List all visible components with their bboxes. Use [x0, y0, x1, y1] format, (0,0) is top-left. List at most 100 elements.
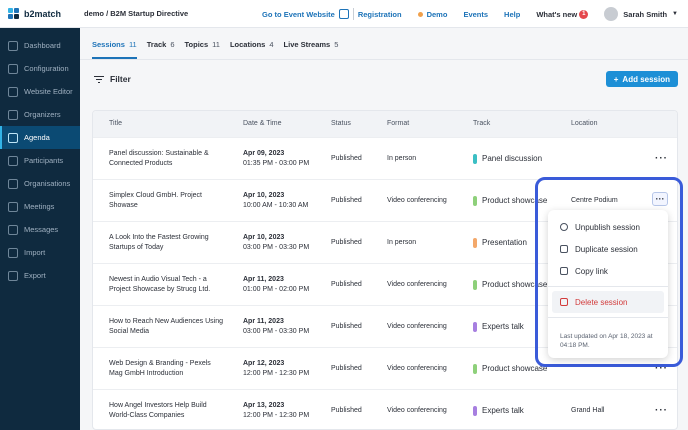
session-title[interactable]: Simplex Cloud GmbH. Project Showase — [109, 192, 202, 209]
session-date: Apr 10, 2023 — [243, 192, 285, 199]
tab-label: Track — [146, 40, 167, 49]
sidebar-item-messages[interactable]: Messages — [0, 218, 80, 241]
tab-locations[interactable]: Locations 4 — [230, 40, 274, 59]
table-row[interactable]: How to Reach New Audiences Using Social … — [93, 305, 677, 348]
menu-item-label: Copy link — [575, 266, 608, 276]
menu-item-unpublish[interactable]: Unpublish session — [548, 216, 668, 238]
sidebar-item-participants[interactable]: Participants — [0, 149, 80, 172]
session-title[interactable]: Web Design & Branding - Pexels Mag GmbH … — [109, 360, 211, 377]
org-breadcrumb[interactable]: demo / B2M Startup Directive — [84, 9, 189, 18]
menu-divider — [548, 286, 668, 287]
tab-sessions[interactable]: Sessions 11 — [92, 40, 137, 59]
question-circle-icon — [560, 223, 568, 231]
track-label: Product showcase — [482, 196, 548, 205]
table-row[interactable]: Simplex Cloud GmbH. Project Showase Apr … — [93, 179, 677, 221]
more-options-icon[interactable]: ··· — [655, 153, 668, 164]
sidebar-item-organisations[interactable]: Organisations — [0, 172, 80, 195]
table-row[interactable]: A Look Into the Fastest Growing Startups… — [93, 221, 677, 263]
header-status[interactable]: Status — [331, 120, 351, 127]
more-options-icon[interactable]: ··· — [652, 192, 668, 206]
session-status: Published — [331, 323, 362, 330]
session-status: Published — [331, 197, 362, 204]
session-format: In person — [387, 155, 417, 162]
demo-status[interactable]: Demo — [417, 10, 447, 19]
sidebar-item-organizers[interactable]: Organizers — [0, 103, 80, 126]
header-track[interactable]: Track — [473, 120, 491, 127]
session-status: Published — [331, 281, 362, 288]
session-datetime: Apr 09, 2023 01:35 PM - 03:00 PM — [243, 138, 323, 180]
session-time: 01:00 PM - 02:00 PM — [243, 286, 310, 293]
events-link[interactable]: Events — [463, 9, 489, 19]
session-format: Video conferencing — [387, 365, 447, 372]
settings-icon — [8, 63, 18, 74]
sidebar-item-website-editor[interactable]: Website Editor — [0, 80, 80, 103]
add-session-button[interactable]: + Add session — [605, 71, 678, 87]
sidebar-item-import[interactable]: Import — [0, 241, 80, 264]
track-label: Experts talk — [482, 406, 524, 415]
whats-new-label: What's new — [536, 9, 578, 19]
menu-item-label: Unpublish session — [575, 222, 640, 232]
session-title[interactable]: A Look Into the Fastest Growing Startups… — [109, 234, 209, 251]
filter-button[interactable]: Filter — [94, 74, 131, 84]
track-label: Presentation — [482, 238, 527, 247]
menu-item-copy-link[interactable]: Copy link — [548, 260, 668, 282]
whats-new-badge: 1 — [579, 9, 589, 19]
session-title[interactable]: Panel discussion: Sustainable & Connecte… — [109, 150, 209, 167]
table-row[interactable]: Newest in Audio Visual Tech - a Project … — [93, 263, 677, 306]
whats-new-button[interactable]: What's new 1 — [536, 9, 589, 19]
session-date: Apr 11, 2023 — [243, 276, 284, 283]
tab-track[interactable]: Track 6 — [147, 40, 175, 59]
help-link[interactable]: Help — [504, 9, 521, 19]
menu-item-duplicate[interactable]: Duplicate session — [548, 238, 668, 260]
sidebar-item-export[interactable]: Export — [0, 264, 80, 287]
top-nav: Go to Event Website Registration Demo Ev… — [262, 0, 678, 28]
sidebar-item-meetings[interactable]: Meetings — [0, 195, 80, 218]
track-color-dot — [473, 154, 477, 164]
calendar-icon — [8, 132, 18, 143]
document-icon — [560, 267, 568, 275]
tab-label: Live Streams — [283, 40, 331, 49]
session-time: 03:00 PM - 03:30 PM — [243, 244, 310, 251]
menu-item-delete[interactable]: Delete session — [552, 291, 664, 313]
track-color-dot — [473, 406, 477, 416]
registration-link[interactable]: Registration — [357, 9, 402, 19]
track-color-dot — [473, 280, 477, 290]
session-track: Experts talk — [473, 390, 524, 429]
session-datetime: Apr 11, 2023 01:00 PM - 02:00 PM — [243, 264, 323, 306]
header-format[interactable]: Format — [387, 120, 410, 127]
session-status: Published — [331, 407, 362, 414]
header-date-time[interactable]: Date & Time — [243, 120, 282, 127]
session-title[interactable]: Newest in Audio Visual Tech - a Project … — [109, 276, 211, 293]
go-to-event-link[interactable]: Go to Event Website — [262, 9, 335, 19]
sidebar-item-label: Participants — [24, 156, 64, 165]
session-datetime: Apr 11, 2023 03:00 PM - 03:30 PM — [243, 306, 323, 348]
table-row[interactable]: How Angel Investors Help Build World-Cla… — [93, 389, 677, 429]
table-row[interactable]: Panel discussion: Sustainable & Connecte… — [93, 137, 677, 180]
header-location[interactable]: Location — [571, 120, 598, 127]
menu-item-label: Delete session — [575, 297, 628, 307]
more-options-icon[interactable]: ··· — [655, 405, 668, 416]
session-time: 12:00 PM - 12:30 PM — [243, 412, 310, 419]
tab-count: 6 — [170, 40, 175, 49]
table-header: Title Date & Time Status Format Track Lo… — [93, 111, 677, 137]
sidebar-item-label: Meetings — [24, 202, 55, 211]
tab-topics[interactable]: Topics 11 — [185, 40, 220, 59]
external-link-icon — [338, 9, 349, 19]
highlight-annotation — [535, 177, 683, 367]
more-options-icon[interactable]: ··· — [655, 363, 668, 374]
session-datetime: Apr 12, 2023 12:00 PM - 12:30 PM — [243, 348, 323, 390]
user-menu[interactable]: Sarah Smith ▼ — [604, 7, 678, 21]
session-title[interactable]: How to Reach New Audiences Using Social … — [109, 318, 224, 335]
table-row[interactable]: Web Design & Branding - Pexels Mag GmbH … — [93, 347, 677, 390]
header-title[interactable]: Title — [109, 120, 122, 127]
sidebar-item-agenda[interactable]: Agenda — [0, 126, 80, 149]
sidebar-item-label: Import — [24, 248, 46, 257]
sidebar-item-configuration[interactable]: Configuration — [0, 57, 80, 80]
session-status: Published — [331, 239, 362, 246]
brand-logo[interactable]: b2match — [0, 7, 80, 20]
tab-live-streams[interactable]: Live Streams 5 — [284, 40, 339, 59]
session-context-menu: Unpublish session Duplicate session Copy… — [548, 210, 668, 358]
sidebar: Dashboard Configuration Website Editor O… — [0, 28, 80, 430]
sidebar-item-dashboard[interactable]: Dashboard — [0, 34, 80, 57]
session-title[interactable]: How Angel Investors Help Build World-Cla… — [109, 402, 207, 419]
